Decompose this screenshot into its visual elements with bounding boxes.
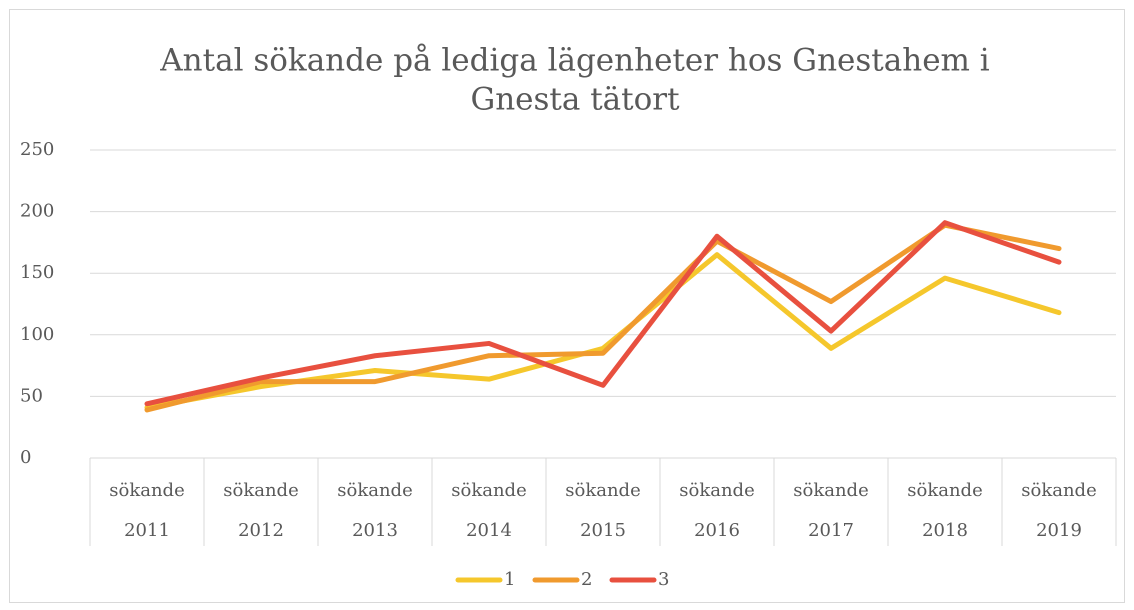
x-tick-label: sökande	[337, 480, 412, 501]
x-tick-label: 2011	[124, 520, 170, 541]
x-tick-label: 2013	[352, 520, 398, 541]
x-tick-label: sökande	[223, 480, 298, 501]
x-tick-label: sökande	[109, 480, 184, 501]
legend-label: 2	[581, 569, 592, 590]
x-tick-label: 2015	[580, 520, 626, 541]
x-tick-label: sökande	[1021, 480, 1096, 501]
y-tick-label: 100	[20, 324, 54, 345]
x-tick-label: sökande	[907, 480, 982, 501]
x-tick-label: sökande	[565, 480, 640, 501]
x-tick-label: sökande	[451, 480, 526, 501]
y-tick-label: 50	[20, 385, 43, 406]
x-tick-label: 2012	[238, 520, 284, 541]
x-tick-label: 2018	[922, 520, 968, 541]
y-tick-label: 200	[20, 201, 54, 222]
y-tick-label: 0	[20, 447, 31, 468]
x-tick-label: sökande	[679, 480, 754, 501]
y-tick-label: 250	[20, 139, 54, 160]
legend-label: 3	[658, 569, 669, 590]
series-line	[144, 222, 1062, 413]
x-tick-label: 2019	[1036, 520, 1082, 541]
chart-title: Gnesta tätort	[470, 82, 680, 118]
x-tick-label: 2014	[466, 520, 512, 541]
chart-title: Antal sökande på lediga lägenheter hos G…	[159, 43, 990, 79]
x-tick-label: 2016	[694, 520, 740, 541]
y-tick-label: 150	[20, 262, 54, 283]
chart-border	[9, 9, 1125, 603]
x-tick-label: sökande	[793, 480, 868, 501]
legend-label: 1	[504, 569, 515, 590]
x-tick-label: 2017	[808, 520, 854, 541]
series-line	[144, 220, 1062, 407]
